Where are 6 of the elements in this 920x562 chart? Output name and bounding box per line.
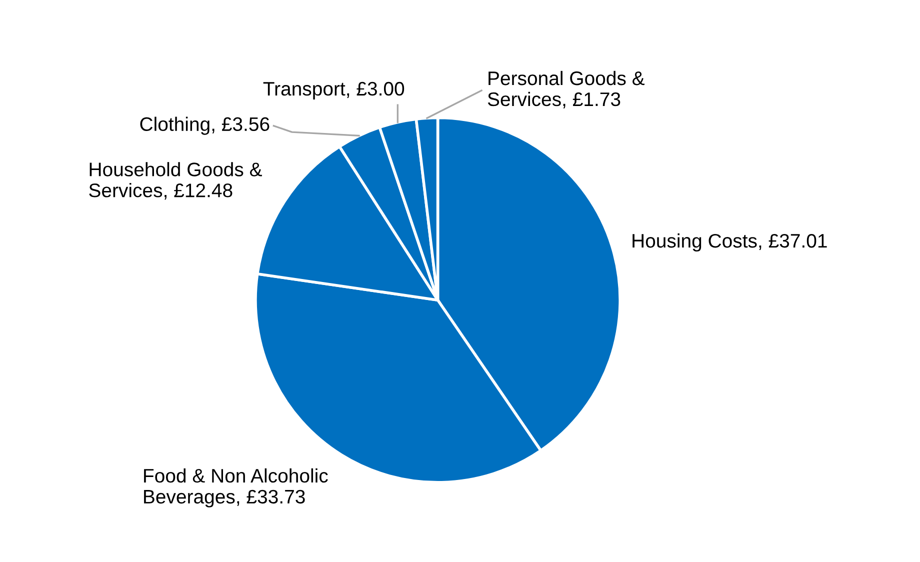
- slice-label: Clothing, £3.56: [140, 116, 270, 135]
- slice-label: Housing Costs, £37.01: [632, 233, 827, 252]
- slice-label: Food & Non Alcoholic Beverages, £33.73: [144, 468, 328, 508]
- slice-label: Transport, £3.00: [263, 82, 404, 100]
- slice-label: Personal Goods & Services, £1.73: [488, 70, 645, 108]
- slice-label: Household Goods & Services, £12.48: [89, 162, 262, 200]
